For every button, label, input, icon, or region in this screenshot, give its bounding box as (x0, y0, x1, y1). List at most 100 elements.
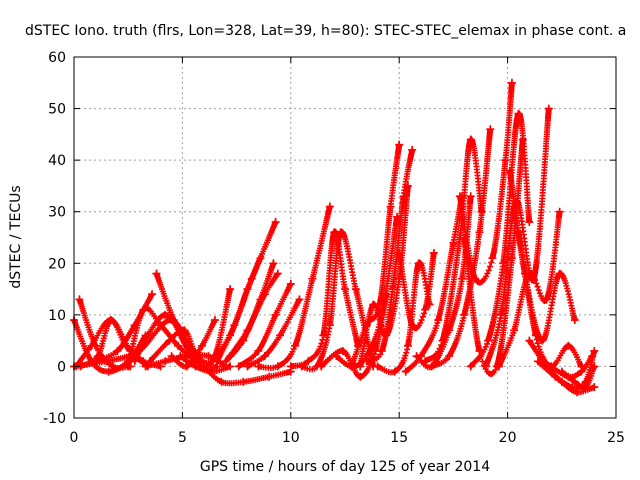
data-point (226, 362, 235, 371)
x-axis-label: GPS time / hours of day 125 of year 2014 (200, 459, 490, 475)
data-point (395, 248, 404, 257)
data-point (317, 362, 326, 371)
data-point (174, 341, 183, 350)
data-point (414, 259, 423, 268)
data-point (507, 78, 516, 87)
data-point (226, 285, 235, 294)
data-point (458, 274, 467, 283)
data-point (351, 285, 360, 294)
series-pass-ap (514, 228, 586, 371)
data-point (525, 218, 534, 227)
data-point (484, 336, 493, 345)
data-point (570, 316, 579, 325)
data-point (542, 295, 551, 304)
data-point (408, 321, 417, 330)
data-point (297, 362, 306, 371)
data-point (269, 259, 278, 268)
data-point (403, 341, 412, 350)
data-point (460, 310, 469, 319)
data-point (434, 316, 443, 325)
series-pass-al (466, 109, 534, 371)
data-point (176, 352, 185, 361)
series-pass-ah (421, 135, 486, 366)
data-point (109, 362, 118, 371)
data-point (243, 362, 252, 371)
data-point (497, 310, 506, 319)
data-point (590, 346, 599, 355)
y-axis-label: dSTEC / TECUs (8, 185, 24, 288)
data-point (525, 336, 534, 345)
data-point (106, 316, 115, 325)
data-point (481, 362, 490, 371)
data-point (388, 285, 397, 294)
data-point (588, 352, 597, 361)
data-point (356, 362, 365, 371)
data-point (341, 285, 349, 294)
data-point (213, 357, 222, 366)
data-point (304, 357, 313, 366)
data-point (564, 341, 573, 350)
data-point (336, 228, 345, 237)
data-point (408, 145, 417, 154)
series-pass-ae (395, 248, 438, 332)
data-point (386, 202, 395, 211)
data-point (507, 254, 516, 263)
series-pass-u (243, 295, 304, 371)
data-point (551, 372, 560, 381)
data-point (514, 109, 523, 118)
data-point (401, 367, 410, 376)
data-point (226, 352, 235, 361)
data-point (460, 233, 469, 242)
data-point (130, 357, 139, 366)
data-point (256, 254, 265, 263)
series-pass-l (167, 316, 219, 371)
data-point (275, 331, 284, 340)
data-point (555, 207, 564, 216)
data-point (466, 192, 475, 201)
series-pass-ac (362, 145, 417, 366)
series-pass-aj (455, 78, 516, 286)
x-tick-label: 15 (390, 430, 408, 446)
data-point (438, 336, 447, 345)
data-point (538, 336, 547, 345)
data-point (449, 238, 458, 247)
data-point (161, 310, 170, 319)
data-point (204, 362, 213, 371)
data-point (286, 279, 295, 288)
data-point (325, 202, 334, 211)
data-point (319, 331, 328, 340)
y-tick-label: 60 (48, 50, 66, 66)
data-point (221, 357, 230, 366)
y-tick-label: 30 (48, 205, 66, 221)
data-point (152, 269, 161, 278)
data-point (466, 135, 475, 144)
y-tick-label: -10 (43, 411, 66, 427)
data-point (544, 104, 553, 113)
data-point (91, 357, 100, 366)
series-pass-m (176, 352, 235, 376)
data-point (113, 346, 122, 355)
series-pass-an (494, 207, 564, 371)
data-point (165, 336, 174, 345)
data-point (180, 326, 189, 335)
data-point (197, 341, 206, 350)
data-point (471, 274, 480, 283)
data-point (421, 357, 430, 366)
data-point (141, 362, 150, 371)
data-point (325, 321, 334, 330)
data-point (169, 316, 178, 325)
data-point (210, 316, 219, 325)
data-point (260, 290, 269, 299)
data-point (362, 357, 371, 366)
x-tick-label: 25 (607, 430, 625, 446)
data-point (557, 367, 566, 376)
data-point (191, 362, 200, 371)
data-point (273, 269, 282, 278)
data-point (286, 362, 295, 371)
data-point (271, 218, 280, 227)
data-point (239, 377, 248, 386)
data-point (399, 192, 408, 201)
data-point (338, 346, 347, 355)
x-tick-label: 10 (282, 430, 300, 446)
